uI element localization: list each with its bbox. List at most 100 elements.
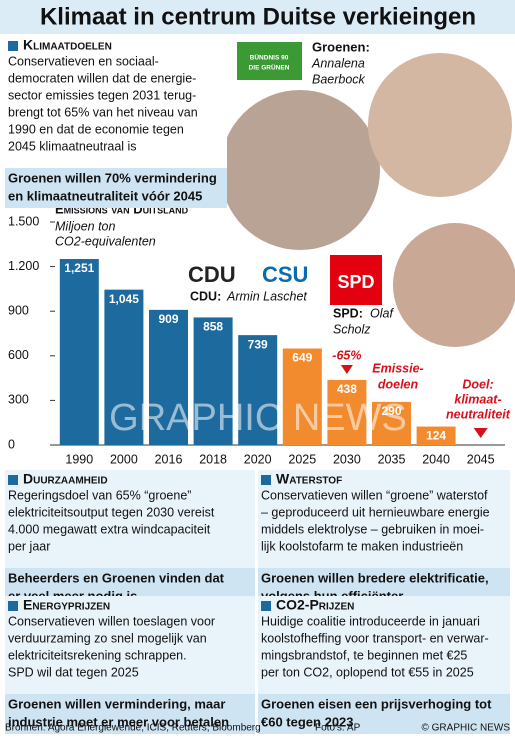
section-icon	[8, 601, 18, 611]
photo-laschet	[220, 90, 380, 250]
summary-panel	[258, 694, 510, 734]
chart-subtitle: CO2-equivalenten	[55, 234, 156, 248]
x-tick-label: 2000	[110, 452, 138, 466]
logo-text: CDU	[188, 262, 236, 287]
bar	[104, 289, 144, 445]
spd-logo-box	[330, 255, 382, 305]
section-summary: Groenen willen vermindering, maar	[8, 696, 225, 711]
section-summary: Groenen eisen een prijsverhoging tot	[261, 696, 492, 711]
section-title: Waterstof	[276, 471, 342, 487]
party-label: Groenen:	[312, 39, 370, 54]
y-tick-label: 600	[8, 348, 29, 362]
section-text: – geproduceerd uit hernieuwbare energie	[261, 505, 490, 519]
annotation: Doel:	[462, 377, 493, 391]
section-text: mingsbrandstof, te beginnen met €25	[261, 648, 467, 662]
summary-panel	[5, 694, 255, 734]
bar	[327, 379, 367, 445]
value-label: 290	[381, 404, 401, 418]
section-summary: en klimaatneutraliteit vóór 2045	[8, 188, 202, 203]
section-text: Conservatieven en sociaal-	[8, 54, 159, 68]
summary-panel	[5, 168, 227, 208]
logo-text: DIE GRÜNEN	[249, 63, 290, 72]
section-icon	[261, 475, 271, 485]
section-text: lijk koolstofarm te maken industrieën	[261, 539, 463, 553]
panel	[5, 470, 255, 568]
section-text: middels elektrolyse – gebruiken in moei-	[261, 522, 484, 536]
panel	[5, 596, 255, 694]
person-label: Annalena	[311, 56, 365, 70]
section-icon	[8, 41, 18, 51]
value-label: 858	[203, 320, 223, 334]
person-label: Olaf	[370, 306, 394, 320]
chart-subtitle: Miljoen ton	[55, 219, 115, 233]
section-text: 2045 klimaatneutraal is	[8, 139, 137, 153]
bar	[193, 317, 233, 445]
section-summary: Beheerders en Groenen vinden dat	[8, 570, 225, 585]
value-label: 438	[337, 382, 357, 396]
x-tick-label: 2020	[244, 452, 272, 466]
x-tick-label: 2040	[422, 452, 450, 466]
y-tick-label: 1.500	[8, 214, 39, 228]
value-label: 124	[426, 429, 446, 443]
section-text: Conservatieven willen toeslagen voor	[8, 614, 215, 628]
panel	[5, 36, 227, 168]
section-text: brengt tot 65% van het niveau van	[8, 105, 198, 119]
logo-text: SPD	[337, 272, 374, 292]
value-label: 1,045	[109, 292, 139, 306]
x-tick-label: 2025	[288, 452, 316, 466]
bar	[282, 348, 322, 445]
bar	[416, 426, 456, 445]
section-text: verduurzaming zo snel mogelijk van	[8, 631, 207, 645]
photo-baerbock	[368, 53, 512, 197]
section-text: koolstofheffing voor transport- en verwa…	[261, 631, 489, 645]
value-label: 649	[292, 351, 312, 365]
section-text: 4.000 megawatt extra windcapaciteit	[8, 522, 211, 536]
logo-text: BÜNDNIS 90	[250, 53, 289, 62]
value-label: 1,251	[64, 261, 94, 275]
footer-text: Bronnen: Agora Energiewende, ICIS, Reute…	[5, 723, 261, 734]
bar	[149, 309, 188, 445]
section-icon	[261, 601, 271, 611]
annotation: doelen	[378, 377, 419, 391]
section-title: Energyprijzen	[23, 597, 110, 613]
party-label: SPD:	[333, 306, 363, 320]
section-text: elektriciteitsrekening schrappen.	[8, 648, 187, 662]
watermark: GRAPHIC NEWS	[109, 397, 407, 439]
photo-scholz	[393, 223, 515, 347]
y-tick-label: 300	[8, 393, 29, 407]
section-text: SPD wil dat tegen 2025	[8, 665, 139, 679]
section-title: Klimaatdoelen	[23, 37, 112, 53]
section-title: CO2-Prijzen	[276, 597, 354, 613]
y-tick-label: 0	[8, 437, 15, 451]
bar	[59, 259, 99, 445]
greens-logo-box	[237, 42, 302, 80]
section-text: 1990 en dat de economie tegen	[8, 122, 184, 136]
person-label: Baerbock	[312, 72, 366, 86]
value-label: 739	[248, 337, 268, 351]
x-tick-label: 2045	[467, 452, 495, 466]
bar	[372, 401, 411, 445]
marker	[473, 428, 488, 438]
section-title: Duurzaamheid	[23, 471, 108, 487]
section-summary: Groenen willen 70% vermindering	[8, 170, 217, 185]
annotation: neutraliteit	[446, 407, 511, 421]
person-label: Scholz	[333, 322, 371, 336]
annotation: klimaat-	[454, 392, 501, 406]
panel	[258, 470, 510, 568]
page-title: Klimaat in centrum Duitse verkieingen	[40, 3, 476, 30]
annotation: Emissie-	[372, 361, 423, 375]
x-tick-label: 2030	[333, 452, 361, 466]
footer-text: © GRAPHIC NEWS	[422, 723, 511, 734]
party-label: CDU:	[190, 289, 221, 303]
section-summary: Groenen willen bredere elektrificatie,	[261, 570, 489, 585]
x-tick-label: 2035	[378, 452, 406, 466]
y-tick-label: 1.200	[8, 259, 39, 273]
section-text: democraten willen dat de energie-	[8, 71, 196, 85]
section-text: per jaar	[8, 539, 50, 553]
title-band	[0, 0, 515, 34]
x-tick-label: 2016	[155, 452, 183, 466]
section-text: elektriciteitsoutput tegen 2030 vereist	[8, 505, 215, 519]
panel	[258, 596, 510, 694]
section-summary: industrie moet er meer voor betalen	[8, 714, 229, 729]
